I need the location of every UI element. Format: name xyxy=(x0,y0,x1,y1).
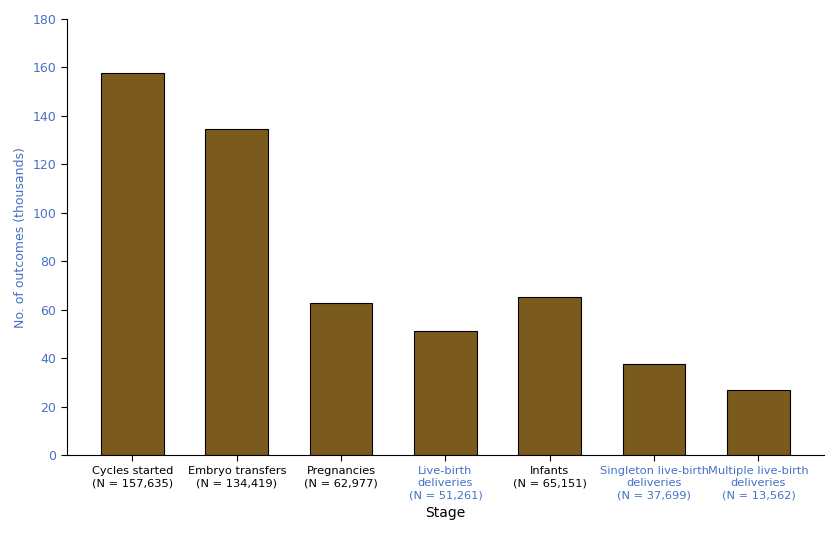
Bar xyxy=(101,73,163,456)
Bar xyxy=(727,390,789,456)
Bar xyxy=(623,364,685,456)
Bar xyxy=(310,303,372,456)
Bar xyxy=(205,129,268,456)
Y-axis label: No. of outcomes (thousands): No. of outcomes (thousands) xyxy=(14,147,27,327)
Bar xyxy=(414,331,477,456)
X-axis label: Stage: Stage xyxy=(426,506,466,520)
Bar xyxy=(519,297,581,456)
